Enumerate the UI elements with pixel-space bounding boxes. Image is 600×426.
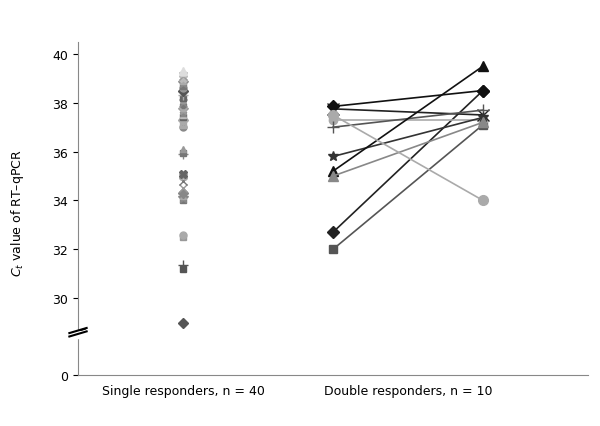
Text: $C_t$ value of RT–qPCR: $C_t$ value of RT–qPCR [10, 149, 26, 277]
